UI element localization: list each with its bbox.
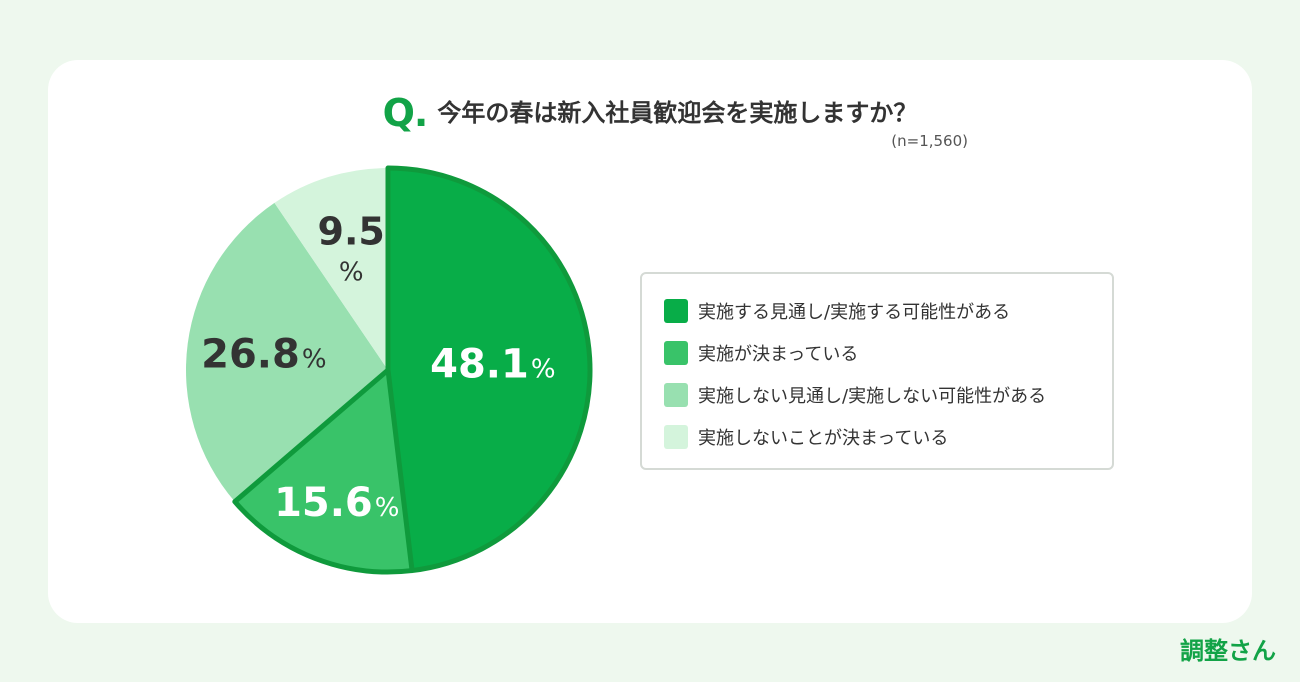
pie-slice-4 <box>274 168 388 370</box>
slice-value-label-1: 48.1% <box>430 342 555 388</box>
legend-label-2: 実施が決まっている <box>698 344 859 365</box>
legend-item-4: 実施しないことが決まっている <box>664 424 948 450</box>
slice-value-label-4: 9.5 <box>318 209 385 253</box>
pie-slice-1 <box>385 165 593 574</box>
slice-value-label-2: 15.6% <box>274 480 399 526</box>
legend-item-1: 実施する見通し/実施する可能性がある <box>664 298 1010 324</box>
legend-label-1: 実施する見通し/実施する可能性がある <box>698 302 1011 323</box>
legend-swatch-3 <box>664 383 688 407</box>
legend-item-2: 実施が決まっている <box>664 340 858 366</box>
brand-logo: 調整さん <box>1180 637 1276 665</box>
pie-slice-2-border <box>232 368 413 575</box>
legend-swatch-4 <box>664 425 688 449</box>
legend-swatch-2 <box>664 341 688 365</box>
chart-legend: 実施する見通し/実施する可能性がある 実施が決まっている 実施しない見通し/実施… <box>640 272 1114 470</box>
pie-slice-3 <box>186 202 388 502</box>
slice-unit-label-4: % <box>339 257 364 287</box>
chart-title-row: Q. 今年の春は新入社員歓迎会を実施しますか？ <box>48 88 1252 138</box>
pie-slice-2 <box>234 370 413 572</box>
chart-title: 今年の春は新入社員歓迎会を実施しますか？ <box>437 99 918 127</box>
legend-swatch-1 <box>664 299 688 323</box>
sample-size: (n=1,560) <box>891 132 968 150</box>
question-mark-prefix: Q. <box>382 91 429 135</box>
legend-item-3: 実施しない見通し/実施しない可能性がある <box>664 382 1046 408</box>
slice-value-label-3: 26.8% <box>201 332 326 378</box>
legend-label-3: 実施しない見通し/実施しない可能性がある <box>698 386 1047 407</box>
legend-label-4: 実施しないことが決まっている <box>698 428 949 449</box>
